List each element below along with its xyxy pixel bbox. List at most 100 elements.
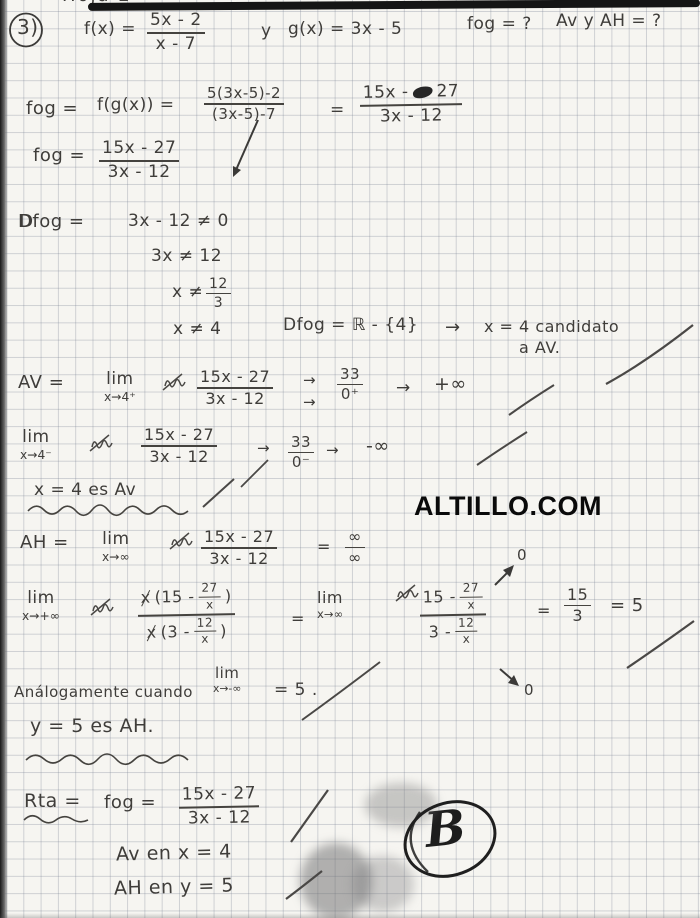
crossed-out-scribble bbox=[89, 434, 113, 452]
av-evaluation-right: 33 0⁺ bbox=[337, 365, 364, 404]
domain-step-3-fraction: 12 3 bbox=[206, 276, 231, 311]
fraction-bar bbox=[288, 452, 315, 454]
domain-set: Dfog = ℝ - {4} bbox=[283, 315, 419, 335]
numerator: 5(3x-5)-2 bbox=[207, 84, 282, 102]
crossed-out-scribble bbox=[395, 584, 419, 602]
pencil-smudge bbox=[365, 783, 437, 827]
av-lhs: AV = bbox=[18, 372, 65, 393]
answer-fog-lhs: fog = bbox=[104, 792, 157, 813]
site-watermark: ALTILLO.COM bbox=[414, 491, 602, 521]
lim-subscript: x→-∞ bbox=[213, 682, 242, 695]
domain-step-3-lhs: x ≠ bbox=[172, 282, 204, 302]
limit-x-to-4-plus: lim x→4⁺ bbox=[104, 371, 136, 404]
equals-sign: = bbox=[330, 100, 345, 120]
numerator: ∞ bbox=[348, 527, 362, 546]
factored-fraction: x (15 - 27 x ) x (3 - 12 x ) bbox=[137, 580, 235, 648]
limit-x-to-4-minus: lim x→4⁻ bbox=[20, 427, 52, 462]
arrow-right: → bbox=[257, 439, 271, 457]
paren-close: ) bbox=[219, 620, 228, 641]
lim-word: lim bbox=[27, 588, 55, 608]
lim-word: lim bbox=[102, 529, 130, 549]
inner-fraction-27-over-x: 27 x bbox=[459, 580, 483, 612]
numerator: 33 bbox=[340, 365, 361, 383]
wavy-underline-rta bbox=[23, 814, 89, 824]
av-fraction-right: 15x - 27 3x - 12 bbox=[197, 367, 274, 409]
denominator: 3x - 12 bbox=[379, 104, 444, 127]
denominator: 3x - 12 bbox=[149, 447, 209, 467]
fraction-15-over-3: 15 3 bbox=[564, 585, 592, 626]
arrow-right: → bbox=[303, 371, 317, 389]
lim-subscript: x→∞ bbox=[102, 550, 130, 564]
equals-sign: = bbox=[291, 609, 305, 628]
question-fog: fog = ? bbox=[467, 14, 532, 34]
crossed-out-scribble bbox=[90, 598, 114, 616]
paren-close: ) bbox=[224, 586, 232, 606]
numerator: 27 bbox=[462, 580, 480, 595]
result-fraction: 15x - 27 3x - 12 bbox=[99, 138, 180, 182]
check-mark bbox=[626, 620, 695, 669]
simplified-fraction: 15 - 27 x 3 - 12 x bbox=[419, 581, 486, 647]
denominator: 0⁺ bbox=[340, 385, 360, 404]
arrow-right: → bbox=[396, 378, 411, 398]
denominator: 3 bbox=[572, 606, 584, 626]
lim-subscript: x→∞ bbox=[317, 607, 344, 621]
minus-infinity: -∞ bbox=[366, 435, 390, 457]
denominator: (3x-5)-7 bbox=[212, 105, 277, 124]
domain-step-4: x ≠ 4 bbox=[173, 319, 222, 339]
simplified-denominator: 3 - 12 x bbox=[425, 615, 480, 648]
check-mark bbox=[508, 384, 555, 416]
numerator: 15x - 27 bbox=[144, 425, 215, 444]
fraction-bar bbox=[197, 387, 274, 390]
denominator: 3 bbox=[213, 295, 224, 312]
denominator: 3x - 12 bbox=[205, 389, 265, 409]
factored-denominator: x (3 - 12 x ) bbox=[143, 615, 230, 648]
denominator: 3x - 12 bbox=[187, 806, 251, 829]
limit-result: = 5 bbox=[610, 595, 644, 616]
limit-x-to-minus-infinity: lim x→-∞ bbox=[213, 666, 241, 695]
numerator: 15x - 27 bbox=[200, 367, 271, 386]
arrow-to-zero-top bbox=[494, 569, 511, 586]
lim-subscript: x→+∞ bbox=[22, 609, 60, 623]
result-lhs: fog = bbox=[33, 145, 86, 166]
candidate-note-line-2: a AV. bbox=[519, 338, 561, 357]
domain-lhs-rest: fog = bbox=[32, 211, 85, 232]
composition-fraction-2: 15x - 27 3x - 12 bbox=[359, 81, 463, 127]
lim-word: lim bbox=[317, 588, 344, 607]
composition-fraction-1: 5(3x-5)-2 (3x-5)-7 bbox=[204, 84, 285, 124]
numerator-with-blot: 15x - 27 bbox=[360, 81, 463, 103]
numerator: 15x - 27 bbox=[204, 527, 275, 546]
answer-av-line: Av en x = 4 bbox=[115, 840, 233, 866]
denominator: x bbox=[205, 597, 214, 612]
arrowhead bbox=[503, 565, 514, 577]
limit-x-to-infinity-2: lim x→∞ bbox=[317, 590, 343, 621]
denominator-left: 3 - bbox=[428, 621, 452, 642]
double-struck-d: D bbox=[18, 211, 33, 232]
fraction-bar bbox=[99, 159, 180, 162]
crossed-out-scribble bbox=[162, 373, 186, 391]
ah-lhs: AH = bbox=[20, 532, 69, 553]
check-mark bbox=[240, 459, 269, 488]
lim-word: lim bbox=[22, 427, 50, 447]
f-numerator: 5x - 2 bbox=[150, 10, 202, 30]
domain-step-1: 3x - 12 ≠ 0 bbox=[128, 211, 229, 231]
wavy-underline-ah bbox=[25, 753, 189, 766]
f-definition-label: f(x) = bbox=[84, 19, 136, 39]
check-mark bbox=[290, 789, 329, 843]
crossed-out-scribble bbox=[169, 532, 193, 550]
equals-sign: = bbox=[537, 601, 551, 620]
arrow-right: → bbox=[445, 317, 461, 338]
denominator: x bbox=[462, 632, 471, 647]
composition-lhs: fog = bbox=[26, 98, 79, 119]
ah-fraction: 15x - 27 3x - 12 bbox=[201, 527, 278, 569]
fraction-bar bbox=[141, 445, 218, 448]
denominator-open: (3 - bbox=[160, 621, 191, 642]
pointer-arrowhead bbox=[233, 166, 241, 177]
limit-x-to-infinity: lim x→∞ bbox=[102, 529, 130, 564]
inner-fraction-27-over-x: 27 x bbox=[198, 580, 221, 612]
g-definition: g(x) = 3x - 5 bbox=[288, 19, 403, 39]
wavy-underline-av bbox=[27, 504, 189, 517]
zero-limit-top: 0 bbox=[517, 546, 528, 564]
numerator: 12 bbox=[457, 615, 475, 630]
fraction-bar bbox=[564, 605, 592, 607]
